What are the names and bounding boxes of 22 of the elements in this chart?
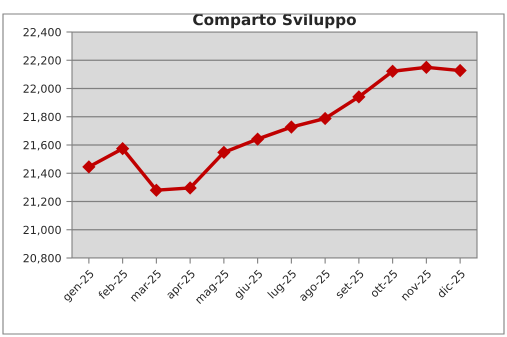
y-tick-label: 21,600 xyxy=(24,140,61,151)
y-tick-label: 21,000 xyxy=(24,226,61,236)
point xyxy=(150,184,163,197)
point xyxy=(284,120,298,134)
point xyxy=(116,142,130,156)
y-tick-label: 21,200 xyxy=(24,197,61,208)
y-tick-label: 22,000 xyxy=(24,84,61,94)
point xyxy=(82,160,96,174)
y-tick-label: 21,400 xyxy=(24,169,61,179)
point xyxy=(420,60,433,74)
point xyxy=(217,146,230,159)
chart-title: Comparto Sviluppo xyxy=(193,13,356,28)
point xyxy=(352,90,366,104)
point xyxy=(251,132,264,146)
y-tick-label: 20,800 xyxy=(24,254,61,264)
point xyxy=(184,182,197,194)
point xyxy=(386,64,400,78)
y-tick-label: 21,800 xyxy=(24,112,61,122)
point xyxy=(318,112,332,125)
y-tick-label: 22,400 xyxy=(24,28,61,38)
point xyxy=(454,64,467,77)
y-tick-label: 22,200 xyxy=(24,56,61,66)
